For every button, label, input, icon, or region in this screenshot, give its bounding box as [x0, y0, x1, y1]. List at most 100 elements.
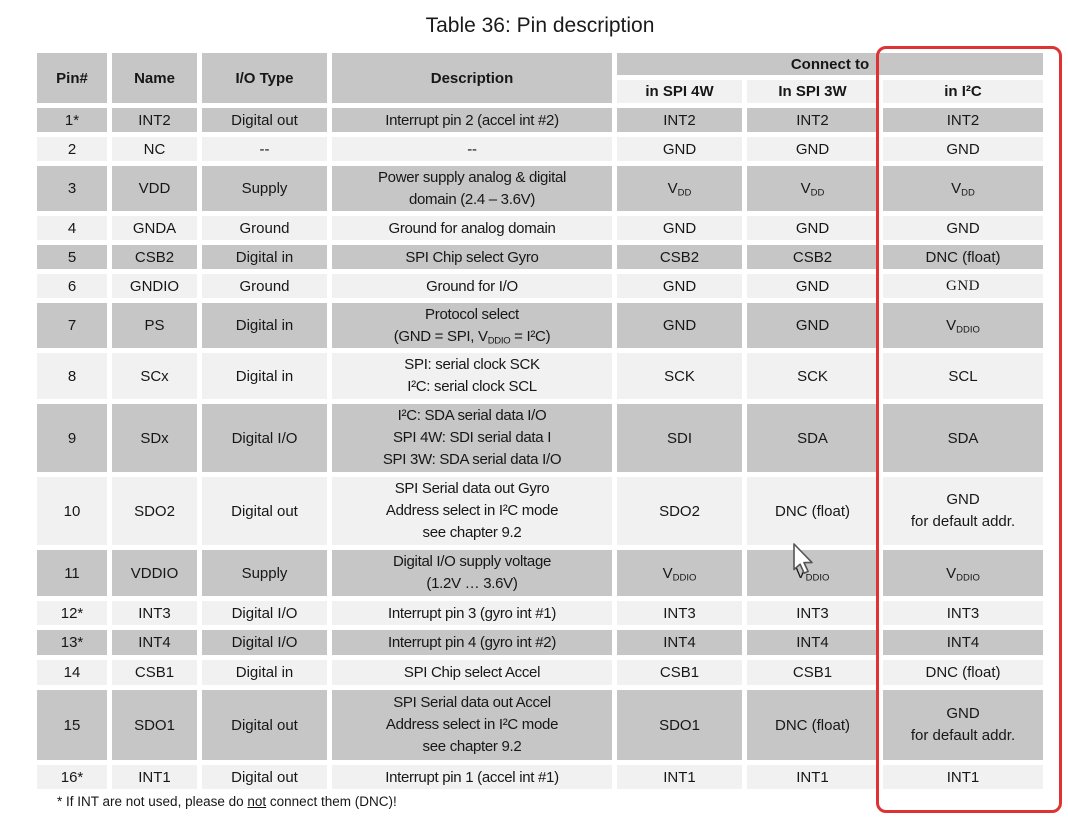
header-name: Name: [112, 53, 197, 103]
cell-spi4w: SDO2: [617, 477, 742, 545]
cell-spi3w: SDA: [747, 404, 878, 472]
cell-spi3w: INT4: [747, 630, 878, 655]
table-row: 16* INT1 Digital out Interrupt pin 1 (accel…: [37, 765, 1043, 789]
cell-spi3w: INT3: [747, 601, 878, 625]
cell-spi3w: GND: [747, 303, 878, 348]
cell-spi4w: CSB2: [617, 245, 742, 269]
cell-io-type: --: [202, 137, 327, 161]
cell-io-type: Digital in: [202, 660, 327, 685]
cell-i2c: SDA: [883, 404, 1043, 472]
cell-i2c: VDDIO: [883, 550, 1043, 596]
cell-name: SDx: [112, 404, 197, 472]
cell-spi4w: INT3: [617, 601, 742, 625]
cell-name: SDO1: [112, 690, 197, 760]
cell-spi4w: INT1: [617, 765, 742, 789]
cell-io-type: Digital in: [202, 303, 327, 348]
cell-i2c: DNC (float): [883, 245, 1043, 269]
header-pin: Pin#: [37, 53, 107, 103]
table-row: 9 SDx Digital I/O I²C: SDA serial data I/O S…: [37, 404, 1043, 472]
table-title: Table 36: Pin description: [425, 14, 655, 37]
cell-spi3w: CSB1: [747, 660, 878, 685]
cell-spi4w: CSB1: [617, 660, 742, 685]
cell-line: for default addr.: [910, 727, 1016, 744]
cell-pin: 10: [37, 477, 107, 545]
cell-i2c: GND: [883, 137, 1043, 161]
cell-name: NC: [112, 137, 197, 161]
cell-name: SDO2: [112, 477, 197, 545]
cell-description: SPI Serial data out Accel Address select …: [332, 690, 612, 760]
cell-line: SPI 4W: SDI serial data I: [392, 429, 552, 446]
cell-spi4w: SDI: [617, 404, 742, 472]
cell-i2c: GND for default addr.: [883, 690, 1043, 760]
cell-io-type: Digital I/O: [202, 404, 327, 472]
cell-spi4w: INT2: [617, 108, 742, 132]
table-row: 15 SDO1 Digital out SPI Serial data out Acc…: [37, 690, 1043, 760]
cell-i2c: GND: [883, 216, 1043, 240]
cell-line: Power supply analog & digital: [377, 168, 567, 186]
table-row: 10 SDO2 Digital out SPI Serial data out Gyr…: [37, 477, 1043, 545]
table-header: Pin# Name I/O Type Description Connect t…: [37, 53, 1043, 103]
header-io-type: I/O Type: [202, 53, 327, 103]
cell-io-type: Digital in: [202, 353, 327, 399]
cell-description: Interrupt pin 1 (accel int #1): [332, 765, 612, 789]
cell-i2c: INT1: [883, 765, 1043, 789]
cell-spi4w: VDDIO: [617, 550, 742, 596]
cell-description: Protocol select (GND = SPI, VDDIO = I²C): [332, 303, 612, 348]
cell-description: Power supply analog & digital domain (2.4…: [332, 166, 612, 211]
cell-io-type: Supply: [202, 166, 327, 211]
cell-name: INT3: [112, 601, 197, 625]
cell-description: Digital I/O supply voltage (1.2V … 3.6V): [332, 550, 612, 596]
cell-description: Ground for analog domain: [332, 216, 612, 240]
cell-line: for default addr.: [910, 513, 1016, 530]
cell-pin: 11: [37, 550, 107, 596]
cell-line: SPI: serial clock SCK: [404, 356, 540, 373]
cell-io-type: Digital I/O: [202, 630, 327, 655]
cell-pin: 16*: [37, 765, 107, 789]
cell-i2c: DNC (float): [883, 660, 1043, 685]
cell-line: I²C: serial clock SCL: [407, 378, 537, 395]
cell-i2c: INT3: [883, 601, 1043, 625]
cell-spi4w: SDO1: [617, 690, 742, 760]
cell-io-type: Ground: [202, 274, 327, 298]
cell-spi3w: CSB2: [747, 245, 878, 269]
cell-name: INT2: [112, 108, 197, 132]
cell-line: GND: [946, 705, 980, 722]
cell-name: GNDIO: [112, 274, 197, 298]
cell-pin: 6: [37, 274, 107, 298]
cell-name: INT4: [112, 630, 197, 655]
cell-io-type: Digital out: [202, 765, 327, 789]
cell-spi3w: GND: [747, 137, 878, 161]
cell-pin: 15: [37, 690, 107, 760]
footnote-pre: * If INT are not used, please do: [57, 794, 248, 809]
cell-spi4w: GND: [617, 274, 742, 298]
cell-spi3w: INT1: [747, 765, 878, 789]
cell-i2c: GND: [883, 274, 1043, 298]
cell-name: CSB2: [112, 245, 197, 269]
cell-line: SPI 3W: SDA serial data I/O: [382, 451, 562, 468]
cell-line: (GND = SPI, VDDIO = I²C): [393, 327, 551, 347]
cell-description: --: [332, 137, 612, 161]
cell-io-type: Digital out: [202, 477, 327, 545]
cell-pin: 4: [37, 216, 107, 240]
cell-description: Interrupt pin 2 (accel int #2): [332, 108, 612, 132]
cell-line: (1.2V … 3.6V): [426, 575, 518, 592]
cell-spi4w: VDD: [617, 166, 742, 211]
header-in-i2c: in I²C: [883, 80, 1043, 103]
cell-line: Digital I/O supply voltage: [392, 553, 552, 570]
cell-description: I²C: SDA serial data I/O SPI 4W: SDI seri…: [332, 404, 612, 472]
cell-io-type: Supply: [202, 550, 327, 596]
header-connect-to: Connect to: [617, 53, 1043, 75]
cell-pin: 7: [37, 303, 107, 348]
cell-line: SPI Serial data out Gyro: [394, 480, 550, 497]
table-row: 6 GNDIO Ground Ground for I/O GND GND GND: [37, 274, 1043, 298]
cell-pin: 14: [37, 660, 107, 685]
cell-i2c: SCL: [883, 353, 1043, 399]
cell-io-type: Digital out: [202, 690, 327, 760]
cell-io-type: Digital out: [202, 108, 327, 132]
cell-line: see chapter 9.2: [422, 738, 522, 755]
cell-spi3w: INT2: [747, 108, 878, 132]
table-row: 11 VDDIO Supply Digital I/O supply voltage (…: [37, 550, 1043, 596]
cell-description: Ground for I/O: [332, 274, 612, 298]
cell-description: SPI: serial clock SCK I²C: serial clock S…: [332, 353, 612, 399]
table-row: 14 CSB1 Digital in SPI Chip select Accel CSB…: [37, 660, 1043, 685]
